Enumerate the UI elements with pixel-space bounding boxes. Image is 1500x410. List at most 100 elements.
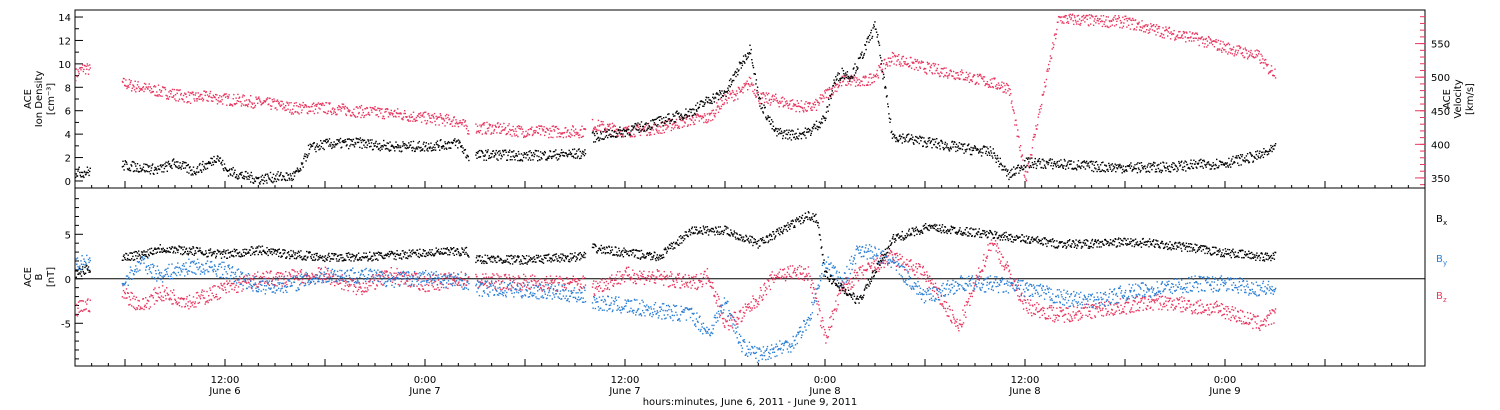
density-point [260,176,262,178]
density-point [1028,166,1031,169]
density-point [1158,170,1161,173]
density-point [251,175,253,177]
velocity-point [355,116,357,118]
density-point [320,140,322,142]
velocity-point [797,102,800,104]
density-point [489,157,492,159]
bz-point [603,281,605,284]
velocity-point [853,79,856,82]
velocity-point [857,84,860,86]
velocity-point [182,94,185,97]
density-point [1158,163,1160,166]
density-point [378,147,380,150]
density-point [486,151,489,153]
density-point [554,154,556,156]
velocity-point [504,126,507,129]
velocity-point [560,133,562,135]
velocity-point [998,84,1000,86]
bz-point [79,310,82,312]
velocity-point [1060,16,1063,18]
bz-point [236,291,238,294]
velocity-point [607,123,609,126]
velocity-point [959,78,961,80]
velocity-point [840,85,843,87]
density-point [623,130,626,132]
density-point [1033,163,1035,165]
density-point [692,108,694,110]
bz-point [639,270,641,272]
density-point [944,141,947,144]
velocity-point [164,88,167,91]
velocity-point [147,88,149,90]
density-point [717,98,720,101]
velocity-point [987,83,989,86]
density-point [969,149,971,151]
velocity-point [444,115,447,117]
density-point [555,149,557,151]
density-point [816,125,818,128]
bz-point [592,283,594,285]
velocity-point [433,112,436,115]
bz-point [184,305,187,308]
bz-point [608,278,610,280]
velocity-point [681,126,684,128]
density-point [85,173,87,175]
density-point [189,166,191,168]
bz-point [536,280,538,283]
velocity-point [345,113,347,115]
density-point [1262,156,1265,159]
bz-point [476,275,478,278]
velocity-point [1010,102,1013,104]
velocity-point [86,63,89,65]
density-point [790,130,792,132]
density-point [1104,164,1106,166]
velocity-point [877,75,879,77]
density-point [126,163,128,165]
bz-point [304,282,307,285]
density-point [908,133,910,135]
velocity-point [1207,35,1210,38]
density-point [1060,159,1062,161]
density-point [552,151,555,153]
density-point [572,148,574,151]
velocity-point [633,133,635,136]
velocity-point [1211,40,1213,43]
bz-point [250,279,252,281]
velocity-point [765,92,768,94]
velocity-point [497,126,500,129]
density-point [377,148,380,151]
density-point [1227,166,1230,168]
velocity-point [663,131,665,134]
density-point [896,140,899,142]
bz-point [227,282,230,284]
bz-point [171,292,174,294]
density-point [532,159,534,161]
density-point [136,168,138,170]
density-point [156,169,158,171]
bz-point [170,290,172,292]
velocity-point [901,56,903,58]
density-point [467,155,469,158]
velocity-point [1025,178,1027,180]
y-tick-label: 0 [65,177,71,188]
velocity-point [653,123,655,126]
density-point [736,68,738,70]
velocity-point [125,79,127,81]
velocity-point [977,75,979,78]
density-point [1097,168,1099,171]
bz-point [504,273,507,276]
density-point [1027,157,1029,159]
velocity-point [1235,49,1237,51]
velocity-point [468,133,470,135]
velocity-point [170,90,173,93]
velocity-point [778,106,780,108]
density-point [485,159,488,161]
density-point [210,164,213,166]
velocity-point [715,109,717,111]
velocity-point [917,69,919,71]
velocity-point [333,110,335,112]
density-point [863,52,866,55]
density-point [987,151,990,153]
bz-point [330,270,332,272]
velocity-point [499,123,502,125]
